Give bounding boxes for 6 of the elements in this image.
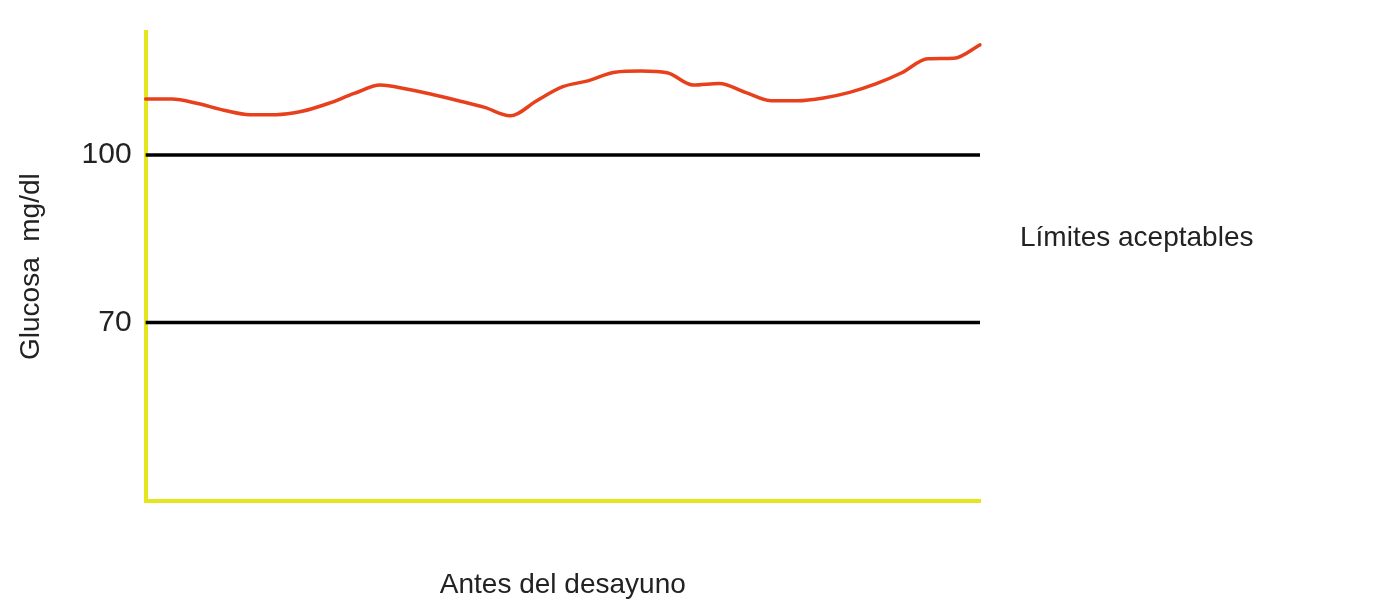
- line-series: [143, 43, 982, 118]
- y-axis-title: Glucosa mg/dl: [13, 173, 45, 360]
- y-tick-label: 100: [81, 136, 132, 170]
- y-tick-label: 70: [98, 303, 132, 337]
- text: Límites aceptables: [1020, 221, 1254, 253]
- x-axis-title: Antes del desayuno: [439, 567, 686, 599]
